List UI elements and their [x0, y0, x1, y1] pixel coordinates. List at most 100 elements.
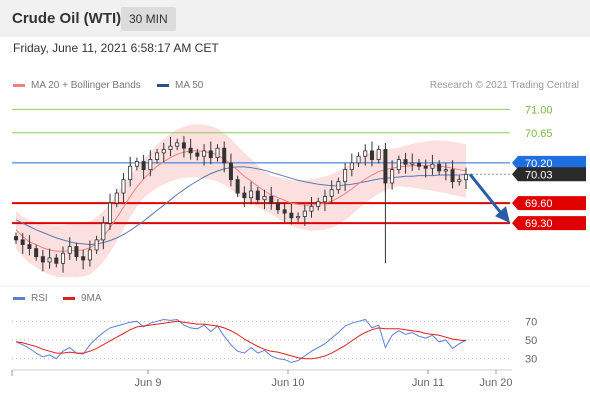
- candle-body: [27, 244, 32, 249]
- level-label-0: 71.00: [525, 104, 553, 116]
- forecast-arrow-head: [495, 206, 510, 224]
- candle-body: [390, 169, 395, 184]
- candle: [134, 157, 139, 171]
- timestamp: Friday, June 11, 2021 6:58:17 AM CET: [13, 41, 219, 55]
- candle-body: [188, 147, 193, 154]
- candle: [13, 232, 18, 244]
- candle-body: [155, 152, 160, 160]
- candle-body: [403, 159, 408, 165]
- candle: [390, 160, 395, 190]
- candle-body: [309, 206, 314, 212]
- candle: [262, 189, 267, 210]
- candle: [208, 141, 213, 165]
- candle: [396, 155, 401, 174]
- candle: [403, 152, 408, 174]
- candle: [322, 189, 327, 212]
- level-tag-bg-3: [512, 167, 586, 182]
- candle: [437, 160, 442, 175]
- candle-body: [302, 210, 307, 217]
- candle-body: [282, 209, 287, 214]
- candle-body: [356, 155, 361, 164]
- candle: [74, 242, 79, 261]
- candle: [275, 199, 280, 214]
- candle: [296, 212, 301, 222]
- candle-body: [289, 212, 294, 219]
- candle-body: [316, 201, 321, 207]
- candle: [369, 141, 374, 167]
- candle-body: [249, 190, 254, 199]
- candle: [443, 162, 448, 181]
- candle: [282, 203, 287, 223]
- candle: [114, 189, 119, 208]
- candle-body: [463, 173, 468, 181]
- candle: [235, 175, 240, 198]
- candle-body: [34, 248, 39, 258]
- candle-body: [181, 142, 186, 149]
- candle-body: [148, 159, 153, 171]
- legend-ma20-label: MA 20 + Bollinger Bands: [31, 80, 141, 91]
- candle-body: [74, 246, 79, 258]
- level-tag-5: 69.30: [512, 216, 586, 231]
- chart-header: Crude Oil (WTI) 30 MIN: [0, 0, 590, 36]
- candle-body: [329, 189, 334, 197]
- candle-body: [349, 162, 354, 171]
- level-label-4: 69.60: [525, 198, 553, 210]
- candle: [87, 240, 92, 267]
- legend-ma20: MA 20 + Bollinger Bands: [13, 80, 141, 91]
- candle-body: [195, 152, 200, 157]
- candle: [202, 144, 207, 166]
- candle: [20, 233, 25, 254]
- candle: [27, 235, 32, 256]
- candle: [222, 141, 227, 173]
- candle: [148, 150, 153, 177]
- candle-body: [101, 222, 106, 241]
- ma9-swatch: [63, 296, 75, 300]
- candle: [376, 145, 381, 164]
- level-tag-2: 70.20: [512, 155, 586, 170]
- level-label-3: 70.03: [525, 169, 553, 181]
- legend-ma50-label: MA 50: [175, 80, 204, 91]
- candle: [54, 253, 59, 268]
- candle-body: [141, 161, 146, 171]
- candle: [450, 160, 455, 189]
- level-tag-bg-5: [512, 216, 586, 231]
- candle-body: [450, 169, 455, 183]
- candle-body: [108, 202, 113, 224]
- level-tag-bg-2: [512, 155, 586, 170]
- candle-body: [410, 162, 415, 165]
- rsi-tick-label-30: 30: [525, 354, 537, 366]
- candle: [336, 177, 341, 194]
- candle: [416, 158, 421, 171]
- candle-body: [208, 150, 213, 158]
- candle-body: [235, 179, 240, 194]
- candle-body: [443, 169, 448, 172]
- credit-text: Research © 2021 Trading Central: [429, 80, 579, 91]
- candle-body: [336, 181, 341, 191]
- candle-body: [202, 150, 207, 157]
- candle: [141, 154, 146, 179]
- candle: [67, 237, 72, 260]
- candle-body: [20, 239, 25, 245]
- candle-body: [423, 165, 428, 169]
- candle: [329, 180, 334, 204]
- candle-body: [215, 147, 220, 158]
- candle: [108, 193, 113, 230]
- candle: [316, 197, 321, 211]
- candle-body: [228, 162, 233, 181]
- candle-body: [322, 195, 327, 203]
- forecast-arrow-line: [468, 173, 504, 216]
- candle-body: [269, 195, 274, 204]
- candle-body: [369, 150, 374, 160]
- timeframe-button[interactable]: 30 MIN: [121, 7, 176, 31]
- instrument-title: Crude Oil (WTI): [12, 10, 122, 27]
- candle: [242, 186, 247, 208]
- ma20-swatch: [13, 83, 25, 87]
- candle-body: [175, 142, 180, 147]
- candle: [269, 187, 274, 210]
- candle-body: [114, 192, 119, 204]
- candle-body: [430, 163, 435, 169]
- x-tick-label: Jun 10: [271, 377, 304, 389]
- candle-body: [168, 145, 173, 150]
- candle: [188, 138, 193, 160]
